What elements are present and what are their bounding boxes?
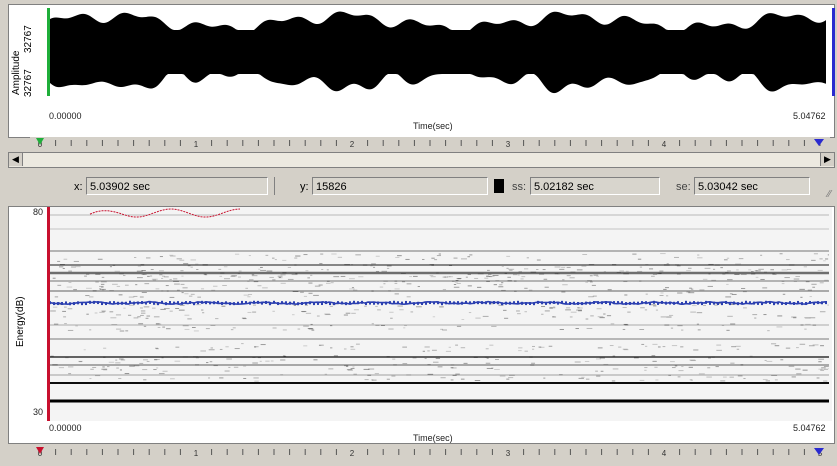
- ss-value-field: 5.02182 sec: [530, 177, 660, 195]
- pitch-curve: [89, 208, 241, 218]
- amplitude-max-label: 32767: [23, 25, 34, 53]
- ruler-label: 3: [506, 140, 511, 149]
- waveform-x-end: 5.04762: [793, 111, 826, 121]
- energy-y-min: 30: [33, 407, 44, 417]
- ruler-label: 1: [194, 449, 199, 458]
- amplitude-axis: Amplitude 32767 32767: [11, 13, 41, 97]
- energy-plot[interactable]: [47, 207, 832, 421]
- triangle-right-icon[interactable]: ▶: [820, 153, 834, 166]
- se-value-field: 5.03042 sec: [694, 177, 810, 195]
- energy-axis-label: Energy(dB): [15, 296, 26, 347]
- se-label: se:: [676, 181, 691, 193]
- status-bar: x: 5.03902 sec y: 15826 ss: 5.02182 sec …: [8, 172, 833, 202]
- waveform-canvas[interactable]: [50, 8, 826, 96]
- x-value-field: 5.03902 sec: [86, 177, 268, 195]
- time-ruler-top[interactable]: 01234: [30, 137, 830, 149]
- triangle-left-icon[interactable]: ◀: [9, 153, 23, 166]
- status-divider: [274, 177, 295, 195]
- ruler-label: 2: [350, 140, 355, 149]
- waveform-x-title: Time(sec): [413, 121, 453, 131]
- start-marker-icon[interactable]: [36, 138, 44, 145]
- energy-x-start: 0.00000: [49, 423, 82, 433]
- energy-panel: 80 Energy(dB) 30 0.00000 Time(sec) 5.047…: [8, 206, 835, 444]
- ss-label: ss:: [512, 181, 527, 193]
- energy-canvas[interactable]: [50, 207, 829, 421]
- waveform-x-start: 0.00000: [49, 111, 82, 121]
- end-marker-icon[interactable]: [814, 139, 824, 146]
- ruler-label: 5: [818, 449, 823, 458]
- ruler-label: 4: [662, 449, 667, 458]
- waveform-plot[interactable]: [47, 8, 835, 96]
- energy-x-title: Time(sec): [413, 433, 453, 443]
- horizontal-scrollbar[interactable]: ◀ ▶: [8, 152, 835, 168]
- y-label: y:: [300, 181, 309, 193]
- waveform-panel: Amplitude 32767 32767 0.00000 Time(sec) …: [8, 4, 835, 138]
- energy-y-max: 80: [33, 207, 44, 217]
- ruler-label: 3: [506, 449, 511, 458]
- ruler-label: 4: [662, 140, 667, 149]
- energy-x-end: 5.04762: [793, 423, 826, 433]
- start-marker-icon[interactable]: [36, 447, 44, 454]
- amplitude-min-label: 32767: [23, 69, 34, 97]
- y-value-field: 15826: [312, 177, 488, 195]
- ruler-label: 1: [194, 140, 199, 149]
- selection-color-swatch: [494, 179, 504, 193]
- time-ruler-bottom[interactable]: 012345: [30, 446, 830, 458]
- ruler-label: 2: [350, 449, 355, 458]
- resize-grip-icon[interactable]: ⁄⁄: [827, 189, 831, 200]
- x-label: x:: [74, 181, 83, 193]
- waveform-envelope: [50, 11, 826, 94]
- amplitude-axis-label: Amplitude: [11, 50, 22, 95]
- end-marker-icon[interactable]: [814, 448, 824, 455]
